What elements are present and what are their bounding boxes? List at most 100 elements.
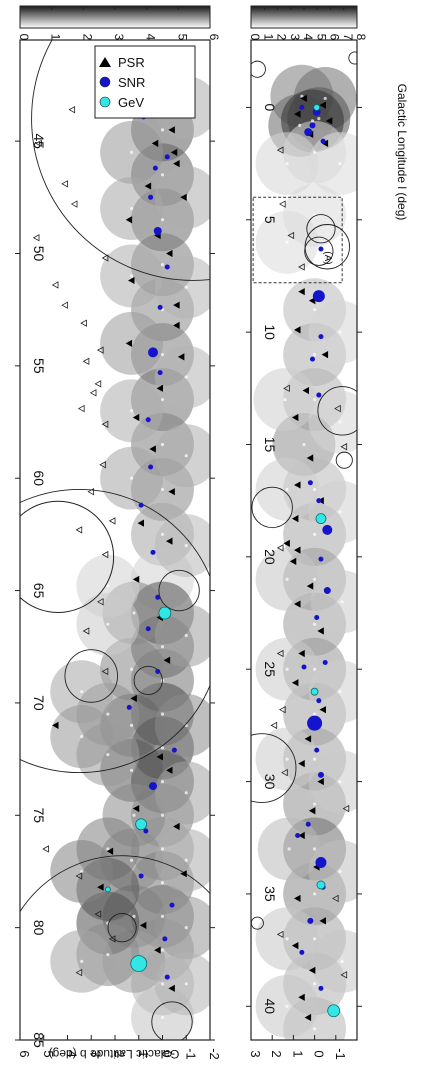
psr-marker bbox=[304, 1013, 312, 1022]
tile-center bbox=[338, 510, 342, 514]
tile-center bbox=[184, 791, 188, 795]
tile bbox=[154, 514, 210, 578]
source-extent-circle bbox=[64, 649, 118, 703]
tile-center bbox=[130, 476, 134, 480]
snr-marker bbox=[299, 949, 305, 955]
tile-center bbox=[310, 119, 315, 123]
psr-marker bbox=[151, 139, 159, 147]
psr-open-marker bbox=[80, 319, 87, 327]
snr-marker bbox=[318, 556, 324, 562]
psr-legend-icon bbox=[99, 57, 111, 67]
tile-center bbox=[130, 274, 134, 278]
y-tick-label: -1 bbox=[333, 1048, 348, 1060]
tile-center bbox=[160, 442, 165, 447]
psr-marker bbox=[317, 627, 324, 635]
tile-center bbox=[130, 150, 134, 154]
x-tick-label: 50 bbox=[31, 246, 47, 262]
psr-marker bbox=[319, 917, 326, 925]
legend: PSR SNR GeV bbox=[94, 45, 196, 119]
psr-marker bbox=[294, 894, 301, 903]
tile-center bbox=[106, 622, 110, 626]
source-extent-circle bbox=[304, 236, 334, 266]
snr-marker bbox=[155, 668, 161, 674]
colorbar-tick-label: 0 bbox=[248, 34, 262, 41]
tile bbox=[308, 750, 357, 814]
tile-center bbox=[313, 1027, 317, 1031]
x-tick-label: 25 bbox=[262, 661, 278, 677]
tile-center bbox=[287, 847, 291, 851]
y-tick-label: -2 bbox=[207, 1048, 222, 1060]
x-tick-label: 80 bbox=[31, 920, 47, 936]
tile-center bbox=[313, 847, 317, 851]
tile-center bbox=[338, 161, 342, 166]
psr-marker bbox=[132, 575, 140, 583]
psr-open-marker bbox=[35, 139, 42, 148]
tile-center bbox=[283, 397, 287, 402]
tile-center bbox=[160, 881, 165, 885]
psr-marker bbox=[125, 339, 133, 347]
snr-marker bbox=[153, 227, 162, 236]
psr-open-marker bbox=[101, 254, 109, 262]
snr-marker bbox=[318, 246, 324, 252]
tile-center bbox=[313, 802, 317, 806]
psr-marker bbox=[166, 766, 173, 774]
tile bbox=[310, 570, 357, 634]
psr-marker bbox=[156, 384, 164, 392]
source-extent-circle bbox=[20, 500, 115, 613]
tile-center bbox=[106, 753, 110, 757]
tile-center bbox=[338, 330, 342, 334]
tile-center bbox=[285, 1004, 289, 1008]
source-extent-circle bbox=[158, 569, 200, 612]
psr-marker bbox=[170, 148, 178, 156]
colorbar-tick-label: 3 bbox=[112, 34, 126, 41]
psr-open-marker bbox=[42, 845, 49, 853]
psr-open-marker bbox=[75, 968, 83, 977]
snr-marker bbox=[318, 985, 324, 991]
colorbar-tick-label: 2 bbox=[80, 34, 94, 41]
tile-center bbox=[338, 690, 342, 694]
psr-open-marker bbox=[70, 200, 78, 208]
tile-center bbox=[338, 869, 342, 874]
x-tick-label: 85 bbox=[31, 1032, 47, 1048]
psr-marker bbox=[319, 101, 326, 109]
psr-open-marker bbox=[32, 234, 40, 242]
snr-marker bbox=[309, 356, 315, 362]
tile-center bbox=[298, 123, 302, 127]
snr-marker bbox=[164, 974, 170, 980]
source-extent-circle bbox=[317, 386, 357, 436]
colorbar-tick-label: 6 bbox=[328, 34, 342, 41]
tile-center bbox=[313, 712, 317, 716]
source-extent-circle bbox=[107, 913, 137, 943]
tile bbox=[308, 300, 357, 364]
tile-center bbox=[313, 577, 317, 581]
x-tick-label: 35 bbox=[262, 886, 278, 902]
psr-marker bbox=[291, 515, 299, 523]
psr-marker bbox=[132, 413, 140, 422]
tile-center bbox=[285, 577, 289, 581]
psr-marker bbox=[106, 847, 114, 855]
y-tick-label: 2 bbox=[112, 1050, 127, 1057]
tile-center bbox=[132, 813, 136, 817]
tile-center bbox=[160, 779, 165, 784]
psr-marker bbox=[294, 481, 301, 489]
source-extent-circle bbox=[133, 665, 163, 696]
snr-marker bbox=[149, 782, 157, 791]
psr-open-marker bbox=[298, 263, 305, 271]
psr-open-marker bbox=[101, 420, 109, 428]
tile bbox=[154, 424, 210, 488]
psr-marker bbox=[300, 94, 307, 103]
tile-center bbox=[323, 96, 327, 101]
psr-open-marker bbox=[61, 301, 68, 309]
snr-marker bbox=[162, 936, 168, 942]
psr-open-marker bbox=[334, 404, 341, 413]
snr-marker bbox=[148, 464, 154, 470]
psr-open-marker bbox=[108, 935, 116, 943]
psr-marker bbox=[168, 488, 175, 496]
source-extent-circle bbox=[251, 60, 266, 78]
tile-center bbox=[160, 173, 165, 177]
psr-open-marker bbox=[276, 544, 284, 552]
psr-marker bbox=[154, 946, 161, 954]
x-tick-label: 45 bbox=[31, 133, 47, 149]
colorbar-tick-label: 1 bbox=[49, 34, 63, 41]
x-tick-label: 55 bbox=[31, 358, 47, 374]
